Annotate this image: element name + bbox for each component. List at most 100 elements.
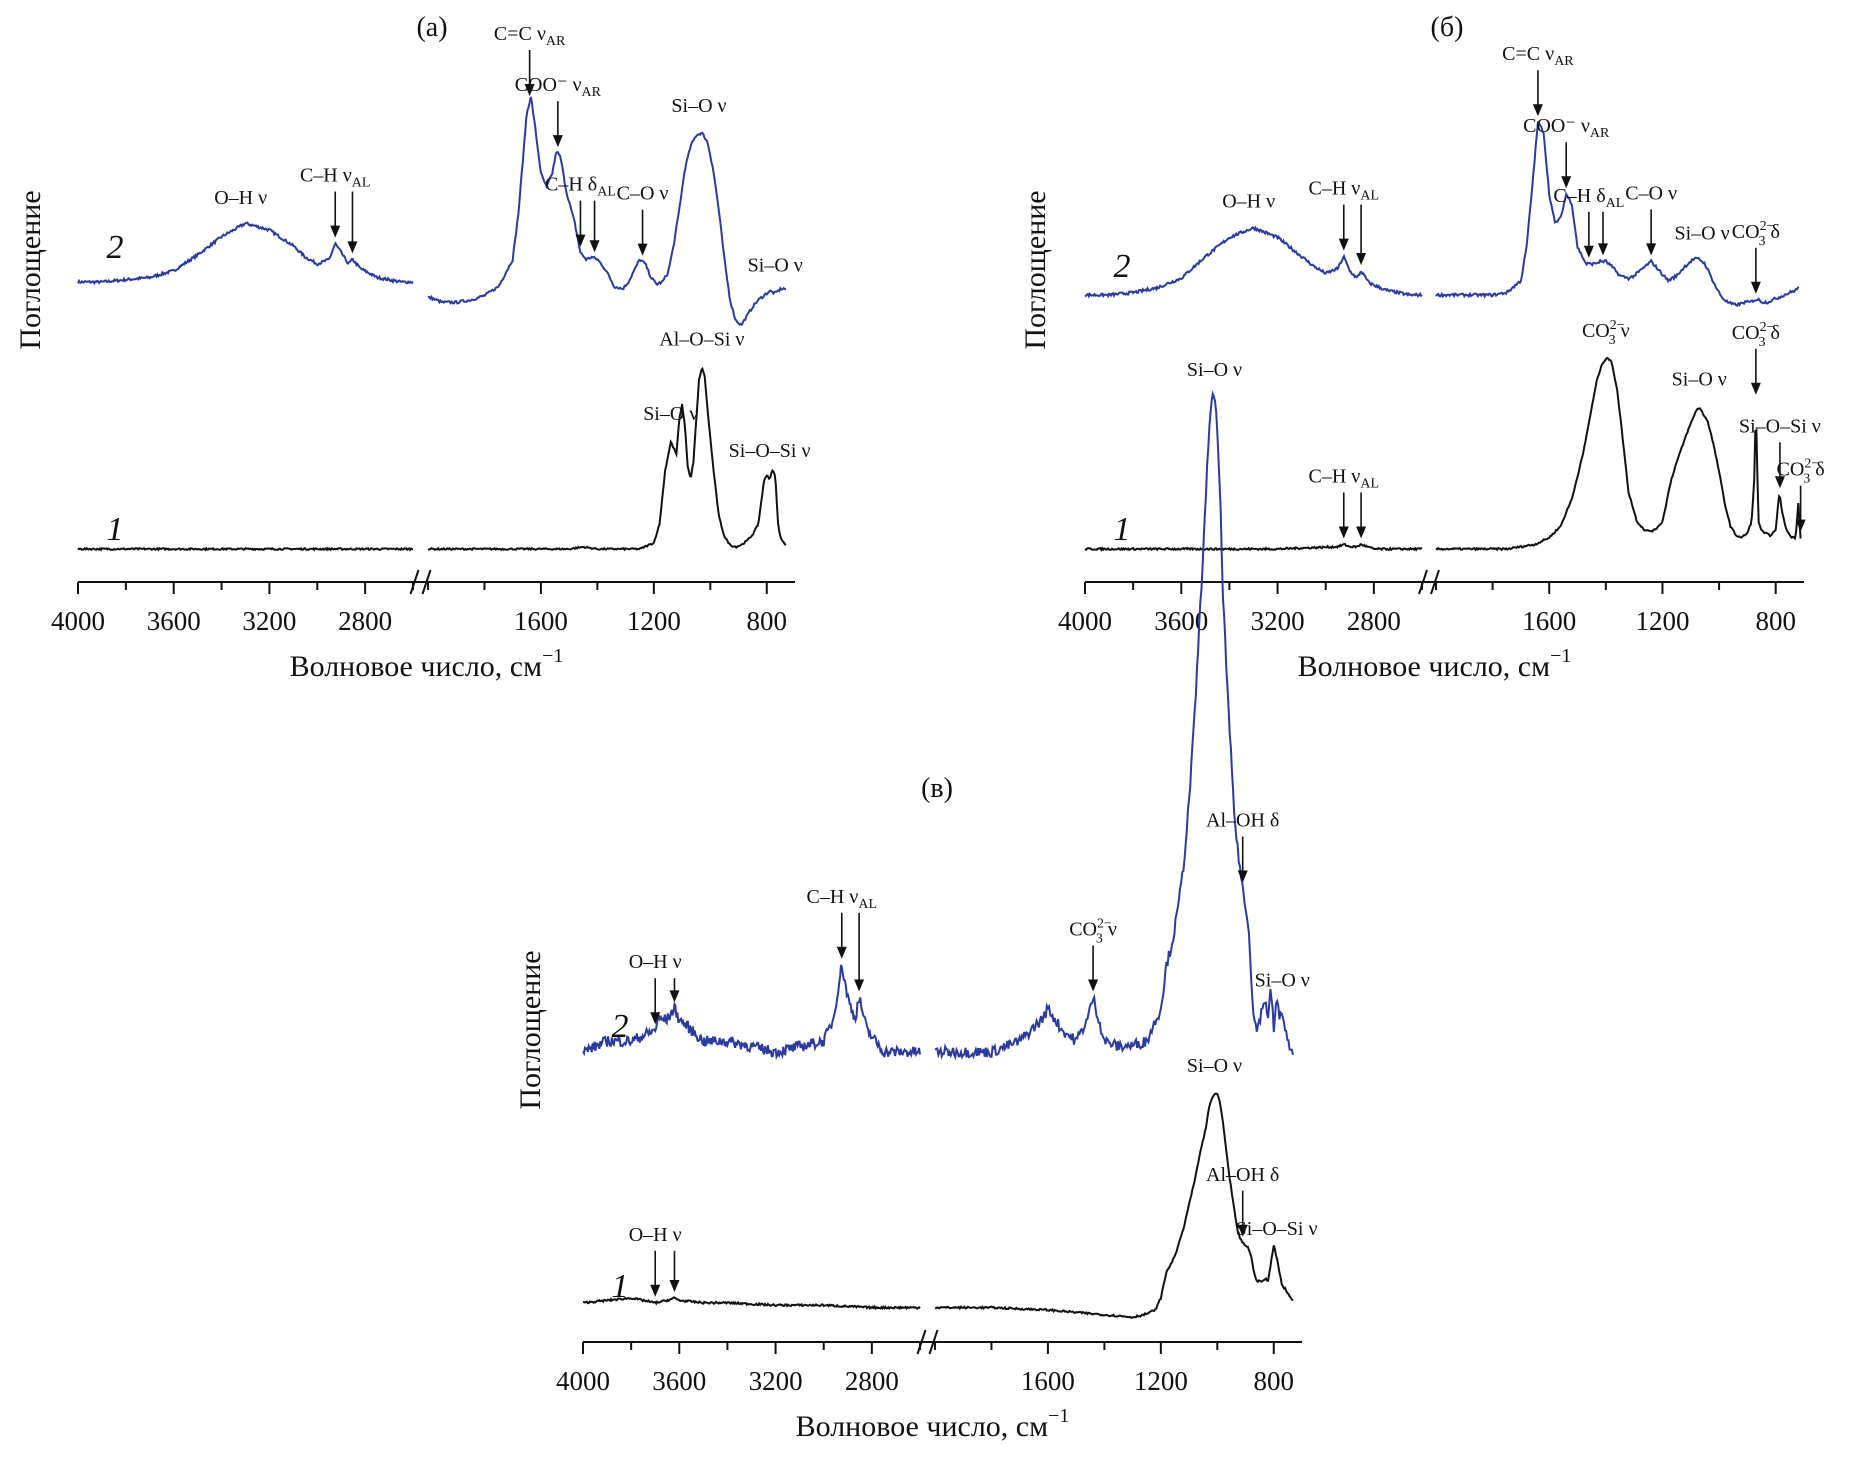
annotation-label: Si–O ν	[643, 403, 698, 425]
series-2-line-part-2	[934, 390, 1294, 1061]
peak-annotation: C–H δAL	[1553, 185, 1624, 258]
annotation-text: Si–O ν	[1672, 369, 1727, 391]
annotation-label: Si–O ν	[1187, 359, 1242, 381]
x-tick-label: 1600	[514, 606, 568, 636]
annotation-text: CO	[1732, 322, 1760, 344]
peak-annotation: Al–O–Si ν	[659, 329, 744, 351]
annotation-arrow-head	[524, 83, 535, 96]
series-1-line-part-1	[77, 546, 414, 552]
annotation-text: CO	[1732, 221, 1760, 243]
x-axis-title-superscript: −1	[1550, 645, 1571, 667]
annotation-arrow-head	[1561, 176, 1572, 189]
annotation-text: Al–OH δ	[1206, 810, 1279, 832]
annotation-arrow-head	[1237, 870, 1248, 883]
y-axis-label: Поглощение	[1019, 190, 1052, 349]
panel-label: (б)	[1431, 12, 1464, 43]
annotation-subscript: AL	[597, 185, 616, 200]
annotation-arrow-head	[1356, 253, 1367, 265]
x-tick-label: 4000	[556, 1366, 610, 1396]
annotation-arrow-head	[589, 240, 600, 253]
annotation-text: C–H δ	[545, 174, 597, 196]
series-2-line-part-1	[1084, 225, 1423, 299]
x-axis-title-text: Волновое число, см	[796, 1410, 1049, 1443]
peak-annotation: Si–O–Si ν	[1739, 415, 1821, 489]
annotation-arrow-head	[575, 234, 586, 247]
annotation-label: C–H νAL	[300, 165, 371, 191]
annotation-subscript: 3	[1759, 335, 1766, 350]
annotation-arrow-head	[1646, 243, 1657, 256]
annotation-text: C–H ν	[300, 165, 352, 187]
annotation-subscript: AL	[858, 897, 877, 912]
x-axis-title: Волновое число, см−1	[1298, 645, 1572, 683]
annotation-text: O–H ν	[629, 951, 682, 973]
annotation-text: C–H ν	[1309, 465, 1361, 487]
peak-annotation: C=C νAR	[494, 23, 566, 96]
y-axis-label: Поглощение	[14, 190, 47, 349]
series-1-line-part-2	[934, 1092, 1294, 1320]
annotation-superscript: 2−	[1804, 457, 1819, 472]
annotation-label: C–H δAL	[545, 174, 616, 200]
annotation-arrow-head	[1237, 1224, 1248, 1237]
annotation-subscript: AL	[352, 176, 371, 191]
annotation-label: COO⁻ νAR	[1523, 115, 1610, 141]
peak-annotation: C=C νAR	[1502, 43, 1574, 117]
x-axis-title-text: Волновое число, см	[1298, 650, 1551, 683]
peak-annotation: Si–O ν	[1187, 359, 1242, 381]
annotation-text: Si–O ν	[1675, 222, 1730, 244]
series-2-line-part-1	[77, 221, 414, 286]
annotation-label: Al–OH δ	[1206, 810, 1279, 832]
annotation-label: Al–OH δ	[1206, 1164, 1279, 1186]
annotation-subscript: AR	[582, 85, 602, 100]
peak-annotation: Si–O ν	[748, 254, 803, 276]
series-1-number: 1	[1114, 511, 1131, 548]
x-tick-label: 3200	[1251, 606, 1305, 636]
axis-break-mark	[928, 1329, 939, 1355]
peak-annotation: Si–O–Si ν	[729, 440, 811, 462]
peak-annotation: COO⁻ νAR	[1523, 115, 1610, 189]
x-tick-label: 2800	[1347, 606, 1401, 636]
annotation-text: Si–O–Si ν	[1739, 415, 1821, 437]
annotation-label: O–H ν	[214, 187, 267, 209]
annotation-arrow-head	[854, 979, 865, 992]
series-2-number: 2	[612, 1008, 629, 1045]
annotation-arrow-head	[1338, 238, 1349, 251]
annotation-label: Si–O–Si ν	[1236, 1218, 1318, 1240]
x-tick-label: 3200	[242, 606, 296, 636]
annotation-text: CO	[1069, 919, 1097, 941]
annotation-subscript: 3	[1759, 234, 1766, 249]
annotation-label: CO2− 3 δ	[1732, 320, 1780, 350]
annotation-text: C=C ν	[1502, 43, 1554, 65]
annotation-label: Si–O ν	[1187, 1055, 1242, 1077]
annotation-text: Si–O ν	[1187, 1055, 1242, 1077]
series-2-line-part-1	[582, 964, 921, 1060]
annotation-label: Si–O ν	[671, 95, 726, 117]
x-tick-label: 1200	[1134, 1366, 1188, 1396]
x-axis-title: Волновое число, см−1	[796, 1405, 1070, 1443]
annotation-tail: ν	[1616, 320, 1630, 342]
peak-annotation: O–H ν	[629, 951, 682, 1025]
annotation-text: Si–O–Si ν	[1236, 1218, 1318, 1240]
x-tick-label: 800	[1254, 1366, 1295, 1396]
annotation-label: O–H ν	[1222, 191, 1275, 213]
annotation-subscript: AL	[1360, 189, 1379, 204]
annotation-label: O–H ν	[629, 1224, 682, 1246]
annotation-arrow-head	[650, 1284, 661, 1297]
peak-annotation: C–H νAL	[807, 886, 878, 992]
peak-annotation: Si–O ν	[1675, 222, 1730, 244]
annotation-arrow-head	[669, 990, 680, 1003]
peak-annotation: COO⁻ νAR	[515, 74, 602, 148]
peak-annotation: Al–OH δ	[1206, 1164, 1279, 1237]
annotation-label: C–H νAL	[807, 886, 878, 912]
annotation-tail: δ	[1766, 322, 1780, 344]
annotation-subscript: AL	[1360, 476, 1379, 491]
annotation-tail: ν	[1103, 919, 1117, 941]
annotation-label: C–O ν	[617, 183, 669, 205]
peak-annotation: Si–O ν	[1255, 969, 1310, 991]
annotation-text: C=C ν	[494, 23, 546, 45]
peak-annotation: O–H ν	[214, 187, 267, 209]
x-tick-label: 800	[747, 606, 788, 636]
peak-annotation: Al–OH δ	[1206, 810, 1279, 883]
peak-annotation: O–H ν	[1222, 191, 1275, 213]
x-tick-label: 2800	[338, 606, 392, 636]
